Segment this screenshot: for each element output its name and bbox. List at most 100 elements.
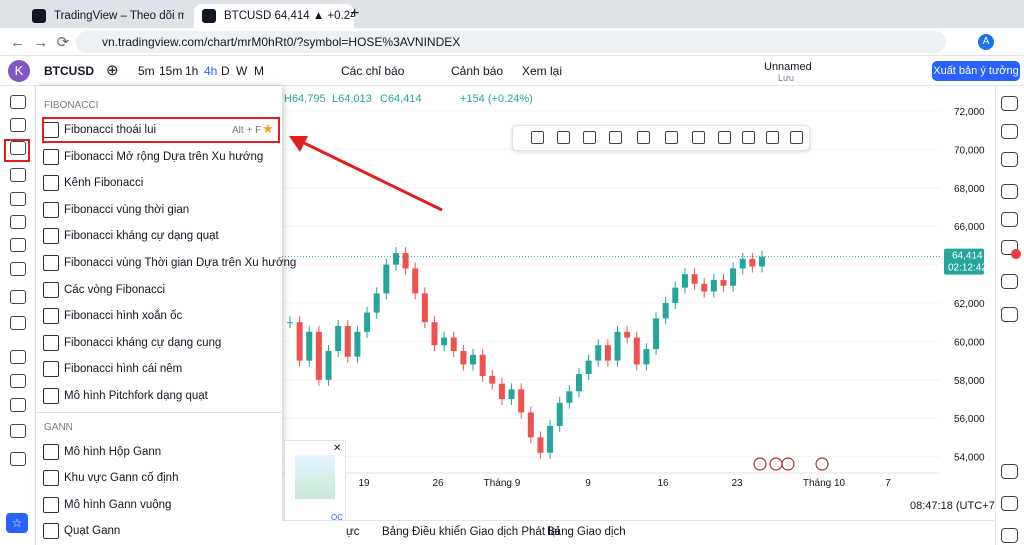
candle (537, 437, 544, 453)
interval[interactable]: 15m (159, 64, 183, 78)
menu-item[interactable]: Fibonacci kháng cự dạng quạt (36, 223, 282, 249)
compare[interactable]: ⊕ (106, 62, 119, 79)
tool-icon[interactable] (10, 118, 26, 132)
candle (402, 253, 409, 269)
tool-icon[interactable] (10, 290, 26, 304)
sidebar-icon[interactable] (1001, 307, 1018, 322)
float-tool[interactable] (609, 131, 622, 144)
tool-icon[interactable] (10, 424, 26, 438)
menu-item[interactable]: Fibonacci kháng cự dạng cung (36, 330, 282, 356)
float-tool[interactable] (742, 131, 755, 144)
tool-icon[interactable] (10, 374, 26, 388)
interval[interactable]: D (221, 64, 230, 78)
clock: 08:47:18 (UTC+7) (910, 500, 999, 512)
sidebar-icon[interactable] (1001, 212, 1018, 227)
sidebar-icon[interactable] (1001, 528, 1018, 543)
float-tool[interactable] (637, 131, 650, 144)
sidebar-icon[interactable] (1001, 496, 1018, 511)
interval[interactable]: 5m (138, 64, 155, 78)
replay[interactable]: Xem lại (522, 64, 563, 78)
tool-icon[interactable] (10, 141, 26, 155)
interval[interactable]: 1h (185, 64, 199, 78)
menu-item[interactable]: Fibonacci vùng thời gian (36, 197, 282, 223)
float-tool[interactable] (665, 131, 678, 144)
nav-buttons[interactable]: ← → ⟳ (10, 34, 70, 51)
tool-icon[interactable] (10, 168, 26, 182)
item-icon (43, 148, 59, 165)
tool-icon[interactable] (10, 192, 26, 206)
indicators[interactable]: Các chỉ báo (341, 64, 405, 78)
menu-item[interactable]: Fibonacci hình cái nêm (36, 356, 282, 382)
tool-icon[interactable] (10, 95, 26, 109)
menu-item[interactable]: Khu vực Gann cố định (36, 465, 282, 491)
float-tool[interactable] (583, 131, 596, 144)
tool-icon[interactable] (10, 316, 26, 330)
event-icon (781, 457, 795, 471)
candle (701, 283, 708, 292)
ad-label: QC (331, 513, 343, 522)
symbol[interactable]: BTCUSD (44, 64, 94, 78)
float-tool[interactable] (766, 131, 779, 144)
layout-name[interactable]: Unnamed (764, 61, 812, 73)
menu-item[interactable]: Kênh Fibonacci (36, 170, 282, 196)
candle (518, 389, 525, 413)
save[interactable]: Lưu (778, 73, 795, 83)
sidebar-icon[interactable] (1001, 96, 1018, 111)
menu-item[interactable]: Fibonacci hình xoắn ốc (36, 303, 282, 329)
tool-icon[interactable] (10, 262, 26, 276)
interval[interactable]: M (254, 64, 264, 78)
ad-close[interactable]: ✕ (333, 443, 342, 454)
menu-item[interactable]: Mô hình Gann vuông (36, 492, 282, 518)
right-sidebar (995, 86, 1024, 545)
float-tool[interactable] (557, 131, 570, 144)
menu-item[interactable]: Mô hình Pitchfork dạng quạt (36, 383, 282, 409)
sidebar-icon[interactable] (1001, 184, 1018, 199)
item-icon (43, 443, 59, 460)
browser-tab[interactable]: TradingView – Theo dõi mọi Thị (24, 4, 184, 28)
menu-item[interactable]: Fibonacci Mở rộng Dựa trên Xu hướng (36, 144, 282, 170)
alerts[interactable]: Cảnh báo (451, 64, 504, 78)
avatar[interactable]: K (8, 60, 30, 82)
item-icon (43, 523, 59, 540)
sidebar-icon[interactable] (1001, 124, 1018, 139)
new-tab[interactable]: + (350, 5, 360, 22)
sidebar-icon[interactable] (1001, 464, 1018, 479)
browser-tab[interactable]: BTCUSD 64,414 ▲ +0.24% Unn (194, 4, 354, 28)
sidebar-icon[interactable] (1001, 274, 1018, 289)
candle (383, 264, 390, 294)
favorite-star[interactable]: ★ (262, 121, 274, 136)
tool-icon[interactable] (10, 215, 26, 229)
menu-item[interactable]: Các vòng Fibonacci (36, 277, 282, 303)
float-tool[interactable] (790, 131, 803, 144)
tool-icon[interactable] (10, 452, 26, 466)
bottom-tab[interactable]: ực (346, 526, 360, 538)
bottom-tab[interactable]: Bảng Giao dịch (547, 526, 626, 538)
candle (431, 322, 438, 346)
menu-item[interactable]: Fibonacci vùng Thời gian Dựa trên Xu hướ… (36, 250, 296, 276)
last-price-label: 64,414 (952, 251, 983, 262)
publish-button[interactable]: Xuất bản ý tưởng (932, 61, 1020, 81)
time-label: Tháng 9 (484, 478, 521, 489)
floating-toolbar (512, 125, 810, 151)
event-icon (753, 457, 767, 471)
sidebar-icon[interactable] (1001, 152, 1018, 167)
tool-icon[interactable] (10, 350, 26, 364)
url-bar[interactable]: vn.tradingview.com/chart/mrM0hRt0/?symbo… (76, 31, 946, 53)
menu-item[interactable]: Mô hình Hộp Gann (36, 439, 282, 465)
candle (412, 268, 419, 294)
sidebar-icon[interactable] (1001, 240, 1018, 255)
candle (527, 412, 534, 438)
float-tool[interactable] (692, 131, 705, 144)
profile[interactable]: A (978, 34, 994, 50)
menu-item[interactable]: Quạt Gann (36, 518, 282, 544)
bottom-tab[interactable]: Bảng Điều khiển Giao dịch Phát lại (382, 526, 560, 538)
tool-icon[interactable] (10, 398, 26, 412)
candle (489, 375, 496, 384)
float-tool[interactable] (718, 131, 731, 144)
interval[interactable]: W (236, 64, 248, 78)
float-tool[interactable] (531, 131, 544, 144)
interval[interactable]: 4h (204, 64, 218, 78)
favorites[interactable]: ☆ (6, 513, 28, 533)
tool-icon[interactable] (10, 238, 26, 252)
